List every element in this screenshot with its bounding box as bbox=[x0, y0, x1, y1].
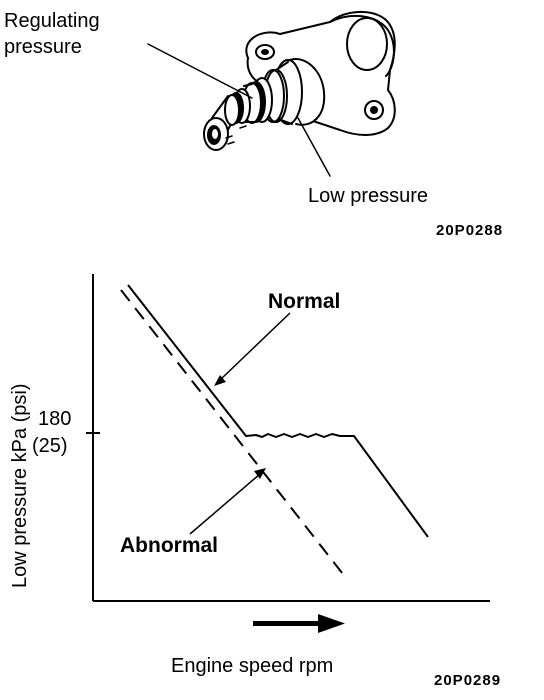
label-normal: Normal bbox=[268, 290, 340, 313]
callout-regulating-line1: Regulating bbox=[4, 10, 100, 32]
flange-hole-right bbox=[364, 100, 384, 120]
leader-abnormal-arrowhead bbox=[254, 468, 266, 479]
curve-abnormal bbox=[120, 289, 347, 579]
graph bbox=[86, 274, 490, 633]
graph-figure-code: 20P0289 bbox=[434, 672, 501, 689]
y-tick-label-psi: (25) bbox=[32, 435, 68, 457]
part-drawing bbox=[147, 10, 396, 177]
leader-normal-arrowhead bbox=[214, 375, 226, 386]
part-figure-code: 20P0288 bbox=[436, 222, 503, 239]
callout-regulating-line2: pressure bbox=[4, 36, 82, 58]
right-arrow-icon bbox=[253, 614, 345, 633]
y-axis-label: Low pressure kPa (psi) bbox=[9, 383, 31, 588]
callout-low-pressure: Low pressure bbox=[308, 185, 428, 207]
leader-regulating bbox=[147, 43, 253, 99]
x-axis-label: Engine speed rpm bbox=[171, 655, 333, 677]
y-tick-label-kpa: 180 bbox=[38, 408, 71, 430]
curve-normal bbox=[127, 284, 429, 538]
stepped-shaft bbox=[203, 58, 326, 151]
leader-abnormal bbox=[189, 473, 261, 535]
flange-hole-left bbox=[255, 44, 275, 60]
label-abnormal: Abnormal bbox=[120, 534, 218, 557]
leader-normal bbox=[219, 312, 291, 381]
leader-low-pressure bbox=[297, 117, 331, 177]
flange-boss bbox=[329, 14, 395, 77]
